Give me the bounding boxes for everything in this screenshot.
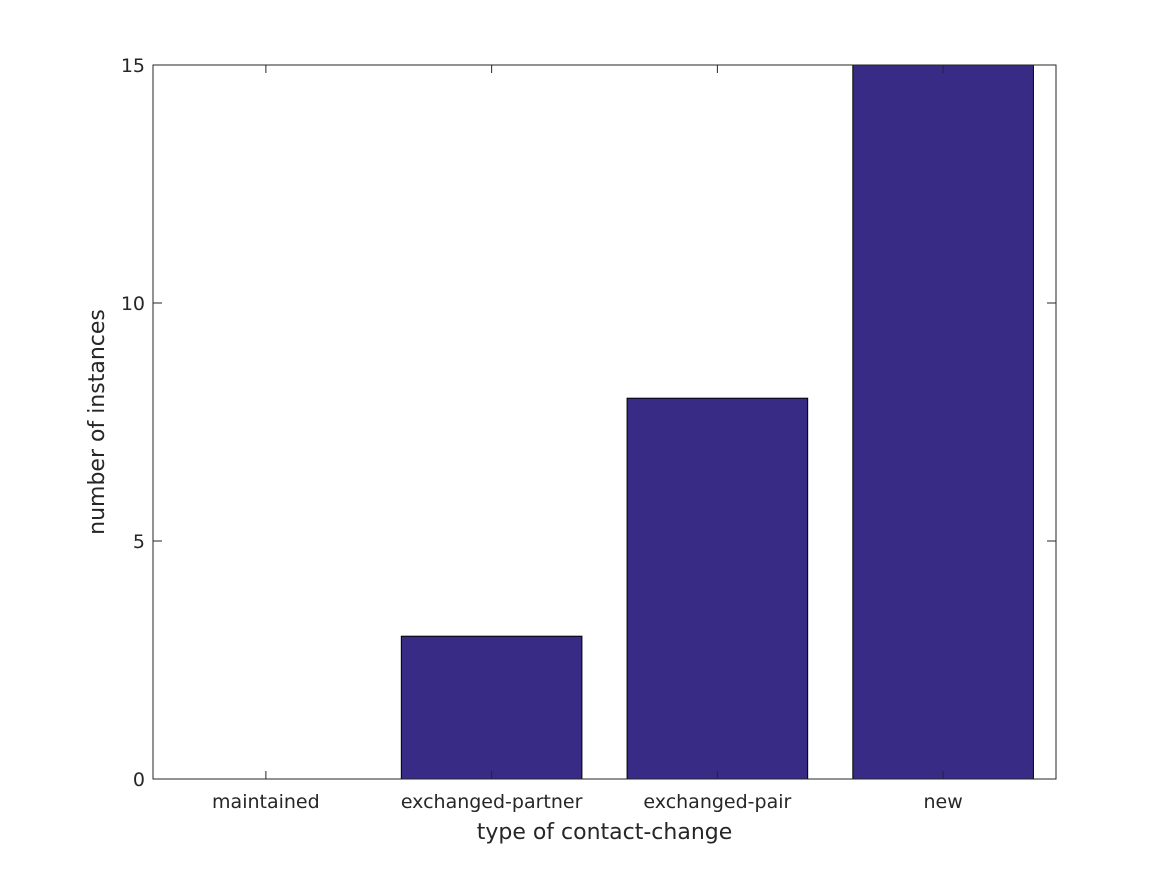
bars-layer — [400, 64, 1034, 780]
x-tick-label: new — [923, 791, 962, 813]
bar-new — [852, 64, 1034, 780]
x-tick-label: exchanged-pair — [643, 791, 791, 813]
x-tick-label: exchanged-partner — [401, 791, 583, 813]
y-tick-label: 5 — [133, 531, 145, 553]
y-tick-label: 10 — [121, 293, 145, 315]
plot-area-frame — [152, 64, 1057, 780]
y-tick-label: 15 — [121, 55, 145, 77]
y-tick-label: 0 — [133, 769, 145, 791]
bar-exchanged-partner — [400, 635, 583, 780]
ticks-layer: maintained exchanged-partner exchanged-pai… — [121, 55, 1056, 813]
y-axis-label: number of instances — [85, 309, 110, 535]
x-axis-label: type of contact-change — [477, 820, 733, 845]
x-tick-label: maintained — [212, 791, 320, 813]
bar-exchanged-pair — [626, 397, 809, 780]
